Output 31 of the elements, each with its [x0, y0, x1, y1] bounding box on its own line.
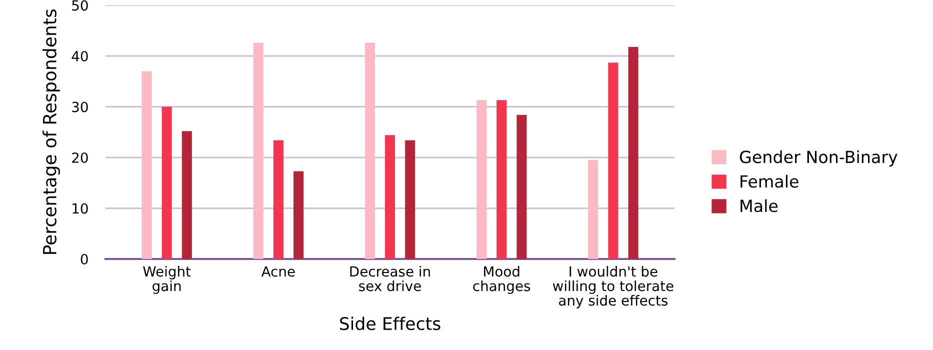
y-tick-label: 30: [72, 102, 88, 112]
y-tick-label: 50: [72, 0, 88, 11]
bar: [405, 140, 416, 259]
x-tick-label: Decrease in sex drive: [350, 266, 430, 292]
bar: [384, 135, 396, 259]
x-tick-label: Acne: [261, 266, 295, 277]
x-tick-label: Weight gain: [143, 266, 191, 294]
bar: [496, 100, 507, 259]
y-tick-label: 20: [72, 152, 88, 163]
legend-label: Male: [740, 199, 778, 212]
bar: [628, 46, 638, 259]
y-tick-label: 0: [80, 254, 88, 264]
bar: [293, 171, 304, 259]
bar: [182, 131, 192, 259]
bar: [273, 140, 284, 259]
y-tick-label: 10: [72, 203, 88, 214]
legend-label: Female: [740, 174, 798, 188]
bar: [162, 106, 172, 259]
legend-label: Gender Non-Binary: [740, 150, 898, 166]
bar: [364, 42, 375, 259]
bar: [142, 71, 152, 259]
y-tick-label: 40: [72, 50, 88, 62]
bar: [588, 160, 598, 259]
y-axis-title: Percentage of Respondents: [42, 9, 60, 254]
bar: [253, 42, 264, 259]
x-tick-label: Mood changes: [473, 266, 530, 294]
bar: [476, 100, 487, 259]
bar: [608, 62, 618, 259]
x-axis-title: Side Effects: [340, 316, 440, 330]
x-tick-label: I wouldn't be willing to tolerate any side effects: [552, 266, 674, 308]
bar: [516, 114, 527, 259]
